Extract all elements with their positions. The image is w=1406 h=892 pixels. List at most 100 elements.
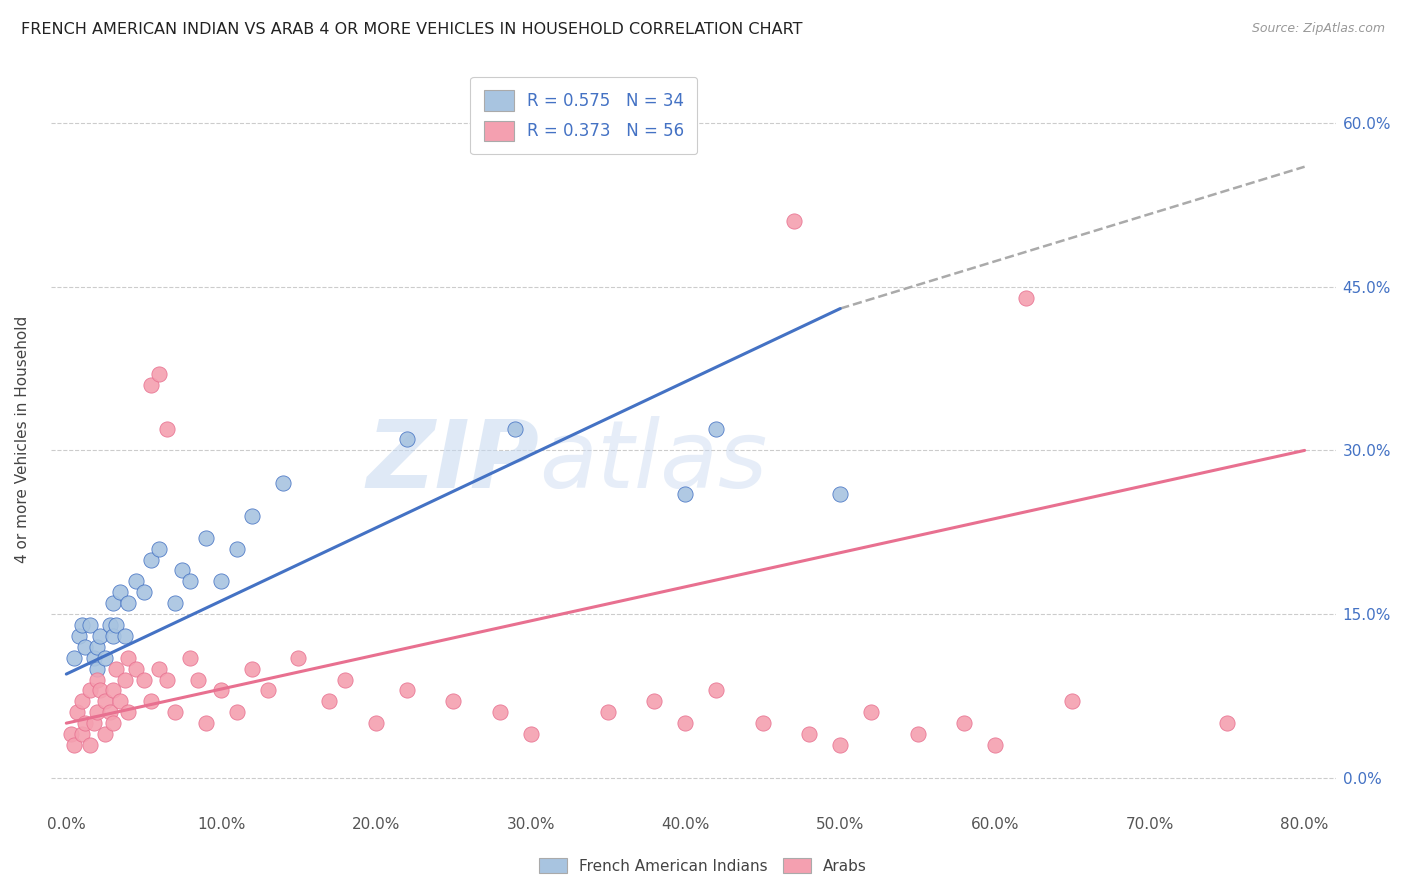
Point: [141, 378, 163, 392]
Point: [104, 618, 127, 632]
Point: [132, 673, 155, 687]
Point: [79, 618, 101, 632]
Text: atlas: atlas: [538, 417, 768, 508]
Point: [488, 705, 510, 719]
Point: [70, 727, 93, 741]
Point: [73, 716, 96, 731]
Point: [675, 716, 697, 731]
Point: [395, 683, 418, 698]
Point: [101, 683, 124, 698]
Point: [163, 705, 186, 719]
Point: [441, 694, 464, 708]
Point: [101, 716, 124, 731]
Point: [364, 716, 387, 731]
Point: [86, 673, 108, 687]
Point: [256, 683, 278, 698]
Point: [104, 662, 127, 676]
Point: [596, 705, 619, 719]
Point: [271, 476, 294, 491]
Point: [225, 541, 247, 556]
Point: [953, 716, 976, 731]
Point: [94, 727, 117, 741]
Point: [503, 421, 526, 435]
Point: [70, 694, 93, 708]
Point: [70, 618, 93, 632]
Point: [86, 705, 108, 719]
Point: [98, 705, 121, 719]
Legend: French American Indians, Arabs: French American Indians, Arabs: [533, 852, 873, 880]
Point: [141, 694, 163, 708]
Point: [114, 629, 136, 643]
Point: [98, 618, 121, 632]
Point: [66, 705, 89, 719]
Point: [94, 650, 117, 665]
Point: [148, 662, 170, 676]
Text: FRENCH AMERICAN INDIAN VS ARAB 4 OR MORE VEHICLES IN HOUSEHOLD CORRELATION CHART: FRENCH AMERICAN INDIAN VS ARAB 4 OR MORE…: [21, 22, 803, 37]
Point: [644, 694, 666, 708]
Point: [125, 574, 148, 589]
Point: [1216, 716, 1239, 731]
Point: [67, 629, 90, 643]
Point: [209, 574, 232, 589]
Point: [114, 673, 136, 687]
Point: [187, 673, 209, 687]
Point: [89, 629, 111, 643]
Point: [675, 487, 697, 501]
Point: [117, 650, 139, 665]
Point: [83, 650, 105, 665]
Point: [287, 650, 309, 665]
Text: Source: ZipAtlas.com: Source: ZipAtlas.com: [1251, 22, 1385, 36]
Point: [156, 673, 179, 687]
Point: [117, 705, 139, 719]
Point: [172, 563, 194, 577]
Point: [783, 214, 806, 228]
Point: [163, 596, 186, 610]
Point: [86, 640, 108, 654]
Point: [63, 650, 86, 665]
Point: [110, 694, 132, 708]
Point: [830, 738, 852, 752]
Point: [63, 738, 86, 752]
Point: [240, 508, 263, 523]
Point: [333, 673, 356, 687]
Point: [89, 683, 111, 698]
Point: [79, 683, 101, 698]
Point: [318, 694, 340, 708]
Point: [94, 694, 117, 708]
Point: [148, 367, 170, 381]
Point: [79, 738, 101, 752]
Text: ZIP: ZIP: [366, 416, 538, 508]
Point: [395, 433, 418, 447]
Point: [194, 531, 217, 545]
Point: [101, 629, 124, 643]
Point: [73, 640, 96, 654]
Point: [141, 552, 163, 566]
Point: [1062, 694, 1084, 708]
Y-axis label: 4 or more Vehicles in Household: 4 or more Vehicles in Household: [15, 316, 30, 563]
Point: [907, 727, 929, 741]
Point: [59, 727, 82, 741]
Point: [984, 738, 1007, 752]
Point: [194, 716, 217, 731]
Point: [240, 662, 263, 676]
Point: [86, 662, 108, 676]
Point: [179, 650, 201, 665]
Point: [101, 596, 124, 610]
Point: [156, 421, 179, 435]
Point: [225, 705, 247, 719]
Point: [706, 683, 728, 698]
Legend: R = 0.575   N = 34, R = 0.373   N = 56: R = 0.575 N = 34, R = 0.373 N = 56: [470, 77, 697, 154]
Point: [110, 585, 132, 599]
Point: [117, 596, 139, 610]
Point: [148, 541, 170, 556]
Point: [752, 716, 775, 731]
Point: [83, 716, 105, 731]
Point: [519, 727, 541, 741]
Point: [132, 585, 155, 599]
Point: [860, 705, 883, 719]
Point: [830, 487, 852, 501]
Point: [799, 727, 821, 741]
Point: [209, 683, 232, 698]
Point: [125, 662, 148, 676]
Point: [706, 421, 728, 435]
